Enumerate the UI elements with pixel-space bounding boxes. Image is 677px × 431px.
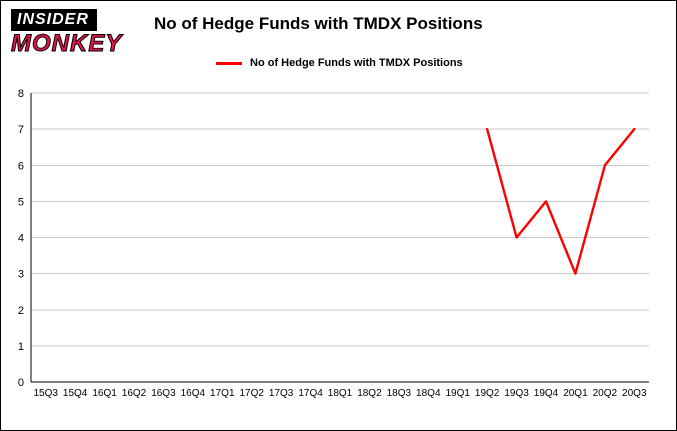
x-tick-label: 18Q4 [416, 388, 441, 399]
y-tick-label: 0 [18, 377, 24, 389]
x-tick-label: 20Q1 [563, 388, 588, 399]
y-tick-label: 1 [18, 341, 24, 353]
x-tick-label: 20Q3 [622, 388, 647, 399]
x-tick-label: 16Q3 [151, 388, 176, 399]
logo-monkey-text: MONKEY [10, 30, 123, 57]
x-tick-label: 20Q2 [593, 388, 618, 399]
series-line [485, 127, 636, 275]
x-tick-label: 16Q1 [92, 388, 117, 399]
x-tick-label: 16Q4 [181, 388, 206, 399]
x-tick-label: 15Q3 [33, 388, 58, 399]
x-tick-label: 18Q1 [328, 388, 353, 399]
legend-line-swatch [216, 61, 242, 65]
y-tick-label: 2 [18, 305, 24, 317]
x-tick-label: 18Q3 [387, 388, 412, 399]
logo-insider-text: INSIDER [11, 9, 97, 31]
insider-monkey-logo: INSIDER MONKEY [10, 9, 123, 57]
x-tick-label: 17Q3 [269, 388, 294, 399]
x-tick-label: 19Q4 [534, 388, 559, 399]
x-tick-label: 17Q4 [298, 388, 323, 399]
x-tick-label: 19Q2 [475, 388, 500, 399]
x-tick-label: 18Q2 [357, 388, 382, 399]
y-tick-label: 6 [18, 160, 24, 172]
y-tick-label: 7 [18, 124, 24, 136]
y-tick-label: 3 [18, 269, 24, 281]
x-tick-label: 15Q4 [63, 388, 88, 399]
y-tick-label: 4 [18, 233, 24, 245]
y-tick-label: 5 [18, 196, 24, 208]
x-tick-label: 19Q1 [445, 388, 470, 399]
x-tick-label: 16Q2 [122, 388, 147, 399]
chart-title: No of Hedge Funds with TMDX Positions [154, 14, 483, 33]
x-tick-label: 17Q1 [210, 388, 235, 399]
chart-legend: No of Hedge Funds with TMDX Positions [216, 57, 463, 69]
x-tick-label: 19Q3 [504, 388, 529, 399]
y-tick-label: 8 [18, 88, 24, 100]
x-tick-label: 17Q2 [239, 388, 264, 399]
legend-label: No of Hedge Funds with TMDX Positions [250, 57, 463, 69]
